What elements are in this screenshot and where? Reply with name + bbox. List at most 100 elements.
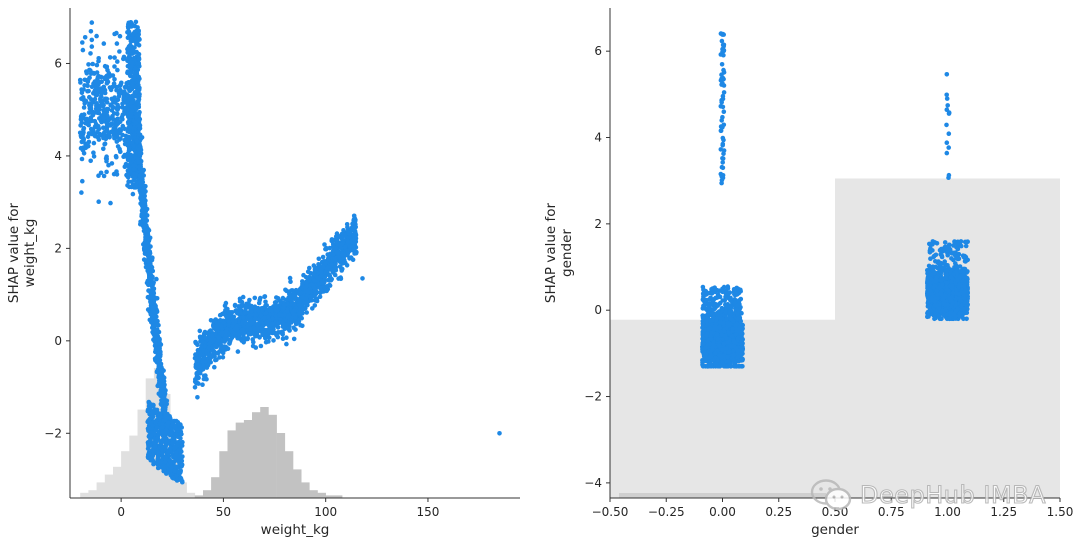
data-point <box>147 275 152 280</box>
data-point <box>80 47 86 53</box>
data-point <box>304 310 310 315</box>
data-point <box>230 318 235 323</box>
data-point <box>225 346 230 351</box>
data-point <box>223 329 229 335</box>
data-point <box>162 404 168 410</box>
data-point <box>192 385 198 390</box>
data-point <box>92 133 98 139</box>
data-point <box>172 459 177 465</box>
data-point <box>167 415 173 421</box>
data-point <box>252 304 258 310</box>
data-point <box>207 341 212 347</box>
data-point <box>88 29 94 34</box>
data-point <box>236 304 241 309</box>
data-point <box>293 287 299 293</box>
data-point <box>149 414 155 420</box>
data-point <box>162 456 168 461</box>
data-point <box>122 108 127 114</box>
data-point <box>88 119 93 124</box>
data-point <box>86 62 91 67</box>
data-point <box>135 79 141 84</box>
data-point <box>298 312 303 317</box>
data-point <box>323 269 328 275</box>
data-point <box>249 309 254 314</box>
data-point <box>336 276 341 281</box>
data-point <box>95 86 100 91</box>
data-point <box>77 77 83 83</box>
data-point <box>136 147 142 152</box>
data-point <box>88 68 93 73</box>
data-point <box>150 453 155 459</box>
data-point <box>286 327 292 332</box>
data-point <box>108 200 113 206</box>
data-point <box>113 153 119 159</box>
data-point <box>330 244 336 249</box>
x-tick-label: 150 <box>417 505 440 519</box>
data-point <box>125 50 130 55</box>
data-point <box>129 36 134 42</box>
data-point <box>240 294 246 300</box>
data-point <box>118 87 123 93</box>
data-point <box>96 199 101 204</box>
data-point <box>83 99 88 104</box>
data-point <box>89 37 95 43</box>
data-point <box>115 111 120 117</box>
data-point <box>258 343 264 349</box>
data-point <box>291 293 296 299</box>
data-point <box>257 335 262 340</box>
data-point <box>316 262 321 267</box>
data-point <box>324 245 329 251</box>
data-point <box>125 151 131 156</box>
histogram-bar <box>96 482 106 498</box>
data-point <box>287 275 293 281</box>
data-point <box>208 337 213 343</box>
data-point <box>265 314 271 320</box>
data-point <box>161 465 166 470</box>
data-point <box>115 59 120 64</box>
data-point <box>332 272 338 278</box>
data-point <box>135 100 140 105</box>
data-point <box>84 116 89 122</box>
data-point <box>277 312 282 317</box>
data-point <box>89 44 95 49</box>
data-point <box>90 61 95 67</box>
data-point <box>315 275 321 281</box>
data-point <box>242 310 247 316</box>
data-point <box>82 83 87 88</box>
data-point <box>137 164 142 169</box>
data-point <box>197 328 203 334</box>
data-point <box>284 308 290 314</box>
y-axis-label: SHAP value for <box>6 202 22 303</box>
data-point <box>79 133 84 138</box>
data-point <box>134 28 139 34</box>
data-point <box>324 288 330 294</box>
data-point <box>152 444 158 449</box>
data-point <box>137 179 143 185</box>
data-point <box>300 295 305 300</box>
data-point <box>158 391 164 397</box>
y-tick-label: 4 <box>54 149 62 163</box>
data-point <box>156 415 161 420</box>
data-point <box>245 336 250 342</box>
data-point <box>350 221 355 227</box>
data-point <box>129 24 134 29</box>
data-point <box>201 331 207 337</box>
data-point <box>351 247 356 253</box>
data-point <box>291 325 297 331</box>
histogram-bar <box>317 492 326 498</box>
data-point <box>134 89 139 94</box>
data-point <box>214 344 219 350</box>
data-point <box>106 74 112 79</box>
data-point <box>91 154 97 159</box>
data-point <box>111 117 116 122</box>
data-point <box>222 303 228 309</box>
data-point <box>157 340 162 346</box>
data-point <box>89 20 95 25</box>
data-point <box>216 335 222 340</box>
data-point <box>253 316 258 321</box>
data-point <box>263 339 269 345</box>
data-point <box>262 315 267 321</box>
data-point <box>153 419 158 425</box>
data-point <box>153 329 158 334</box>
